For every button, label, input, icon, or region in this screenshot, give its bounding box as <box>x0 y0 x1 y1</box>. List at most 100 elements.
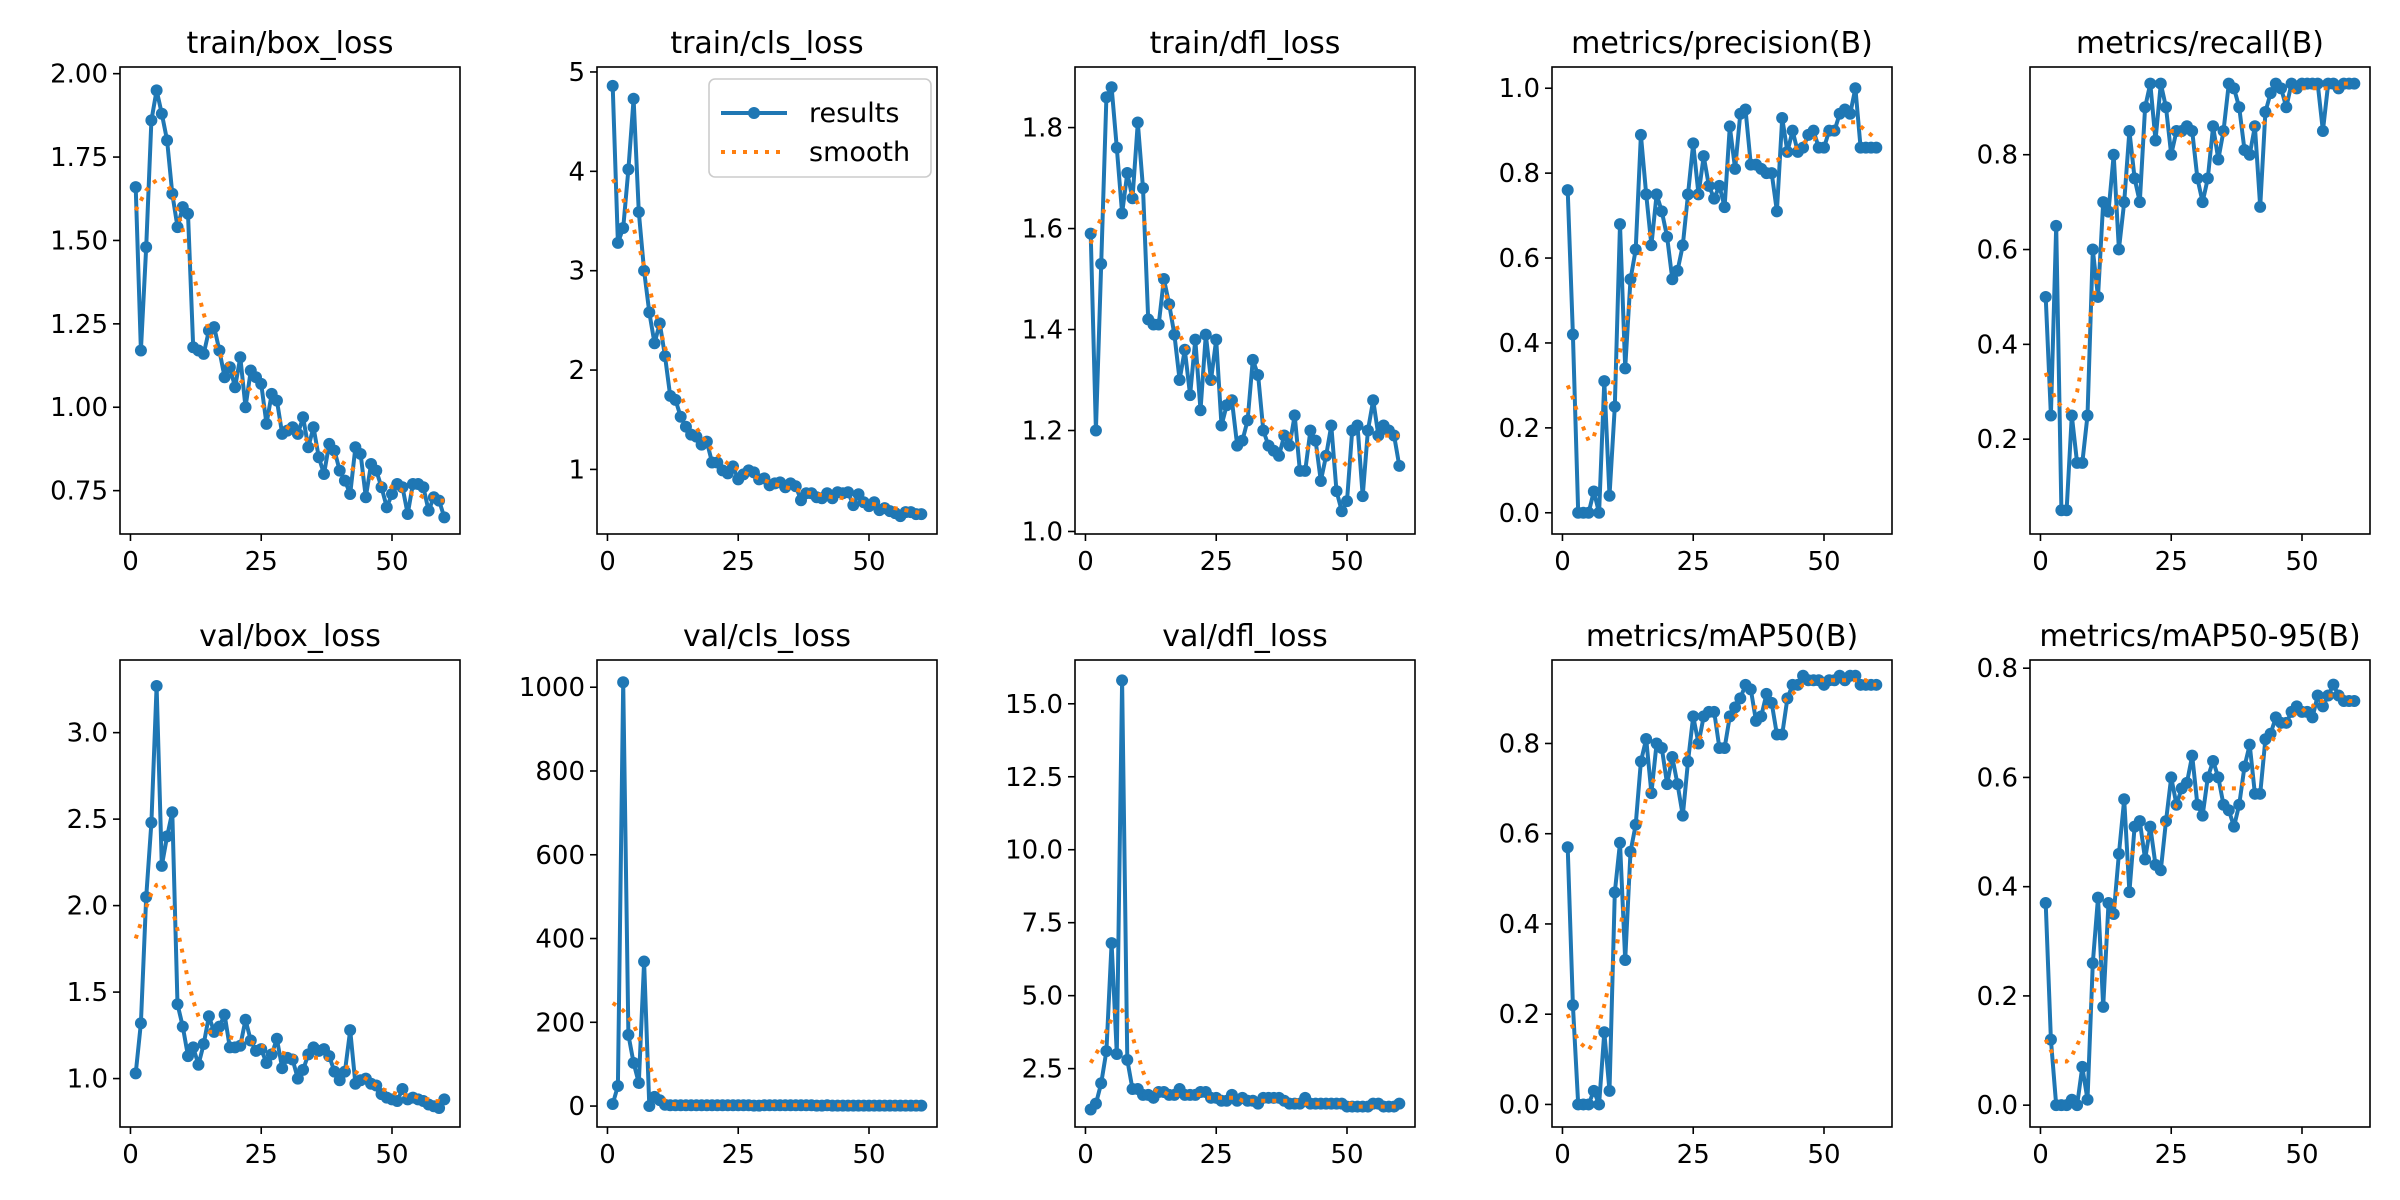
results-point <box>213 1020 226 1033</box>
results-point <box>1713 179 1726 192</box>
y-tick-label: 1.8 <box>1022 114 1063 144</box>
x-tick-label: 25 <box>1677 547 1710 577</box>
results-point <box>333 464 346 477</box>
results-point <box>1105 937 1118 950</box>
y-tick-label: 0.8 <box>1499 729 1540 759</box>
results-point <box>2254 200 2267 213</box>
x-tick-label: 25 <box>2155 547 2188 577</box>
x-tick-label: 0 <box>122 547 139 577</box>
results-point <box>2097 196 2110 209</box>
results-point <box>328 444 341 457</box>
subplot-val-dfl-loss: val/dfl_loss 0 25 50 2.5 5.0 7.5 10.0 12.5 15.0 <box>1005 619 1416 1170</box>
results-point <box>129 181 142 194</box>
results-point <box>375 481 388 494</box>
results-point <box>1587 485 1600 498</box>
results-point <box>1708 192 1721 205</box>
results-point <box>234 1039 247 1052</box>
results-point <box>1121 1053 1134 1066</box>
results-point <box>915 1099 928 1112</box>
results-point <box>312 451 325 464</box>
results-point <box>638 955 651 968</box>
x-tick-label: 50 <box>2285 547 2318 577</box>
results-point <box>2139 853 2152 866</box>
results-line <box>1565 86 1877 515</box>
results-point <box>2180 776 2193 789</box>
results-point <box>2144 77 2157 90</box>
y-tick-label: 1.00 <box>50 393 108 423</box>
results-point <box>1682 188 1694 201</box>
results-point <box>2243 148 2256 161</box>
results-point <box>229 381 242 394</box>
results-line <box>2043 81 2355 513</box>
x-tick-label: 50 <box>375 547 408 577</box>
subplot-title: metrics/mAP50(B) <box>1586 619 1858 654</box>
results-point <box>2165 771 2178 784</box>
results-point <box>1645 787 1658 800</box>
results-point <box>2039 897 2052 910</box>
y-tick-label: 2 <box>568 356 585 386</box>
results-point <box>155 107 168 120</box>
results-point <box>1372 429 1385 442</box>
results-point <box>192 1058 205 1071</box>
results-point <box>1645 239 1658 252</box>
smooth-line <box>611 1001 922 1108</box>
results-point <box>1755 710 1768 723</box>
results-point <box>1655 741 1668 754</box>
x-tick-label: 0 <box>1077 547 1094 577</box>
results-point <box>1629 243 1642 256</box>
results-point <box>847 499 860 512</box>
results-point <box>291 1072 304 1085</box>
y-tick-label: 1.75 <box>50 143 108 173</box>
axes-frame <box>1074 659 1416 1128</box>
results-point <box>2039 290 2052 303</box>
results-point <box>2212 771 2225 784</box>
results-point <box>2306 711 2319 724</box>
results-point <box>2201 172 2214 185</box>
results-point <box>627 92 640 105</box>
results-point <box>653 317 666 330</box>
results-point <box>270 394 283 407</box>
y-tick-label: 1.6 <box>1022 215 1063 245</box>
x-tick-label: 25 <box>722 1140 755 1170</box>
results-point <box>1095 257 1108 270</box>
results-point <box>150 84 163 97</box>
results-point <box>1744 683 1757 696</box>
subplot-train-dfl-loss: train/dfl_loss 0 25 50 1.0 1.2 1.4 1.6 1.8 <box>1022 26 1416 577</box>
results-point <box>2118 793 2131 806</box>
results-point <box>2316 700 2329 713</box>
y-tick-label: 0.2 <box>1499 1000 1540 1030</box>
subplot-title: train/cls_loss <box>670 26 863 61</box>
results-point <box>1582 506 1595 519</box>
results-point <box>617 676 630 689</box>
results-point <box>2065 409 2078 422</box>
results-point <box>1561 841 1574 854</box>
results-point <box>333 1074 346 1087</box>
results-point <box>396 1082 409 1095</box>
axes-frame <box>596 66 938 535</box>
results-point <box>1708 705 1721 718</box>
results-point <box>2316 125 2329 138</box>
results-point <box>1739 103 1752 116</box>
results-point <box>307 421 320 434</box>
results-point <box>2050 219 2063 232</box>
results-point <box>176 1020 189 1033</box>
results-point <box>2311 689 2324 702</box>
results-point <box>239 1013 252 1026</box>
results-point <box>622 1028 635 1041</box>
x-tick-label: 0 <box>599 547 616 577</box>
results-point <box>1666 751 1679 764</box>
results-point <box>669 393 682 406</box>
x-tick-label: 0 <box>1554 1140 1571 1170</box>
results-point <box>2139 101 2152 114</box>
results-point <box>391 1095 404 1108</box>
smooth-line <box>1565 120 1878 444</box>
results-point <box>1818 141 1830 154</box>
y-tick-label: 0.8 <box>1499 159 1540 189</box>
x-tick-label: 50 <box>375 1140 408 1170</box>
results-point <box>302 441 315 454</box>
y-tick-label: 0.8 <box>1977 654 2018 684</box>
subplot-title: val/cls_loss <box>683 619 851 654</box>
results-point <box>328 1065 341 1078</box>
subplot-train-cls-loss: train/cls_loss 0 25 50 1 2 3 4 5 results smooth <box>568 26 938 577</box>
results-point <box>1246 353 1259 366</box>
